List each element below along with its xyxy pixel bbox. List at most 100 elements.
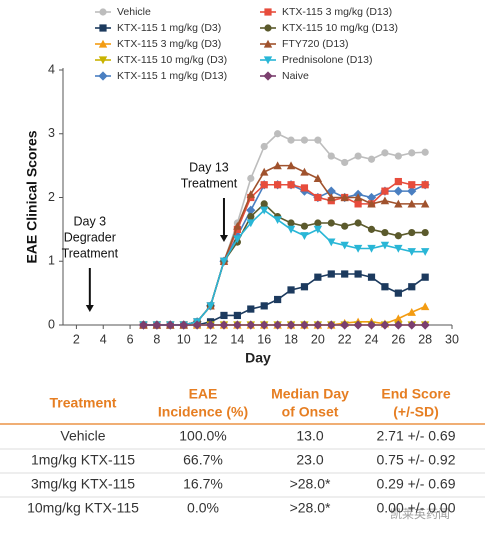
data-point (260, 206, 269, 215)
data-point (420, 302, 430, 311)
data-point (286, 320, 296, 330)
table-cell: 0.75 +/- 0.92 (376, 452, 455, 468)
data-point (367, 199, 376, 208)
legend-label: KTX-115 10 mg/kg (D13) (282, 22, 398, 34)
data-point (232, 320, 242, 330)
data-point (366, 192, 377, 203)
annotation: Treatment (62, 246, 119, 260)
legend-marker (98, 71, 108, 81)
data-point (220, 311, 228, 320)
data-point (327, 219, 335, 227)
data-point (260, 181, 268, 189)
data-point (300, 136, 309, 144)
table-cell: 2.71 +/- 0.69 (376, 428, 455, 444)
data-point (327, 193, 336, 202)
data-point (246, 190, 255, 198)
data-point (152, 320, 162, 330)
data-point (259, 320, 269, 330)
data-point (206, 302, 215, 311)
data-point (354, 219, 362, 227)
data-point (407, 308, 416, 316)
table-cell: 0.29 +/- 0.69 (376, 476, 455, 492)
data-point (407, 320, 417, 330)
data-point (165, 320, 175, 330)
x-tick-label: 4 (100, 332, 107, 346)
table-cell: 1mg/kg KTX-115 (31, 452, 135, 468)
data-point (260, 200, 268, 208)
data-point (286, 225, 296, 234)
legend-label: KTX-115 1 mg/kg (D13) (117, 70, 227, 82)
data-point (179, 320, 189, 330)
data-point (326, 320, 336, 330)
data-point (273, 320, 283, 330)
data-point (353, 193, 363, 202)
x-tick-label: 12 (204, 332, 218, 346)
legend-marker (99, 8, 107, 16)
data-point (407, 186, 417, 196)
data-point (314, 193, 322, 202)
data-point (219, 257, 229, 266)
data-point (287, 181, 295, 189)
data-point (246, 205, 256, 215)
data-point (353, 320, 363, 330)
data-point (421, 273, 429, 281)
data-point (313, 320, 323, 330)
data-point (273, 161, 282, 170)
data-point (287, 136, 295, 144)
table-header: Treatment (50, 395, 117, 411)
data-point (327, 238, 336, 247)
data-point (192, 320, 202, 330)
data-point (420, 320, 430, 330)
data-point (233, 235, 242, 244)
data-point (367, 244, 376, 253)
data-point (340, 241, 349, 250)
table-cell: Vehicle (60, 428, 105, 444)
data-point (287, 219, 295, 227)
data-point (260, 142, 268, 151)
data-point (408, 149, 416, 157)
data-point (299, 320, 310, 330)
data-point (219, 320, 229, 330)
x-tick-label: 20 (311, 332, 325, 346)
data-point (138, 320, 149, 330)
data-point (314, 219, 322, 227)
legend-marker (99, 24, 107, 32)
data-point (367, 273, 376, 281)
legend-label: Vehicle (117, 6, 151, 18)
x-tick-label: 22 (338, 332, 352, 346)
legend-marker (98, 56, 108, 65)
x-tick-label: 10 (177, 332, 191, 346)
data-point (381, 283, 389, 291)
table-cell: 10mg/kg KTX-115 (27, 500, 139, 516)
data-point (233, 221, 242, 230)
legend-label: Prednisolone (D13) (282, 54, 372, 66)
data-point (341, 158, 349, 167)
data-point (273, 216, 282, 225)
y-tick-label: 3 (48, 126, 55, 140)
data-point (381, 228, 389, 237)
data-point (408, 228, 416, 237)
data-point (380, 241, 390, 250)
x-tick-label: 16 (257, 332, 271, 346)
data-point (366, 320, 377, 330)
x-tick-label: 18 (284, 332, 298, 346)
data-point (233, 311, 241, 320)
table-header: of Onset (282, 404, 339, 420)
legend-marker (264, 8, 272, 16)
data-point (408, 283, 416, 291)
series-line (143, 132, 426, 326)
legend-label: FTY720 (D13) (282, 38, 349, 50)
data-point (300, 167, 309, 176)
data-point (408, 181, 416, 189)
data-point (380, 320, 390, 330)
data-point (407, 199, 416, 208)
annotation-arrowhead (85, 305, 94, 312)
legend-label: KTX-115 3 mg/kg (D3) (117, 38, 221, 50)
data-point (300, 222, 309, 230)
legend-label: Naive (282, 70, 309, 82)
data-point (314, 136, 322, 144)
data-point (341, 270, 349, 278)
annotation: Day 13 (189, 160, 229, 174)
legend-marker (263, 39, 273, 48)
data-point (381, 149, 389, 157)
